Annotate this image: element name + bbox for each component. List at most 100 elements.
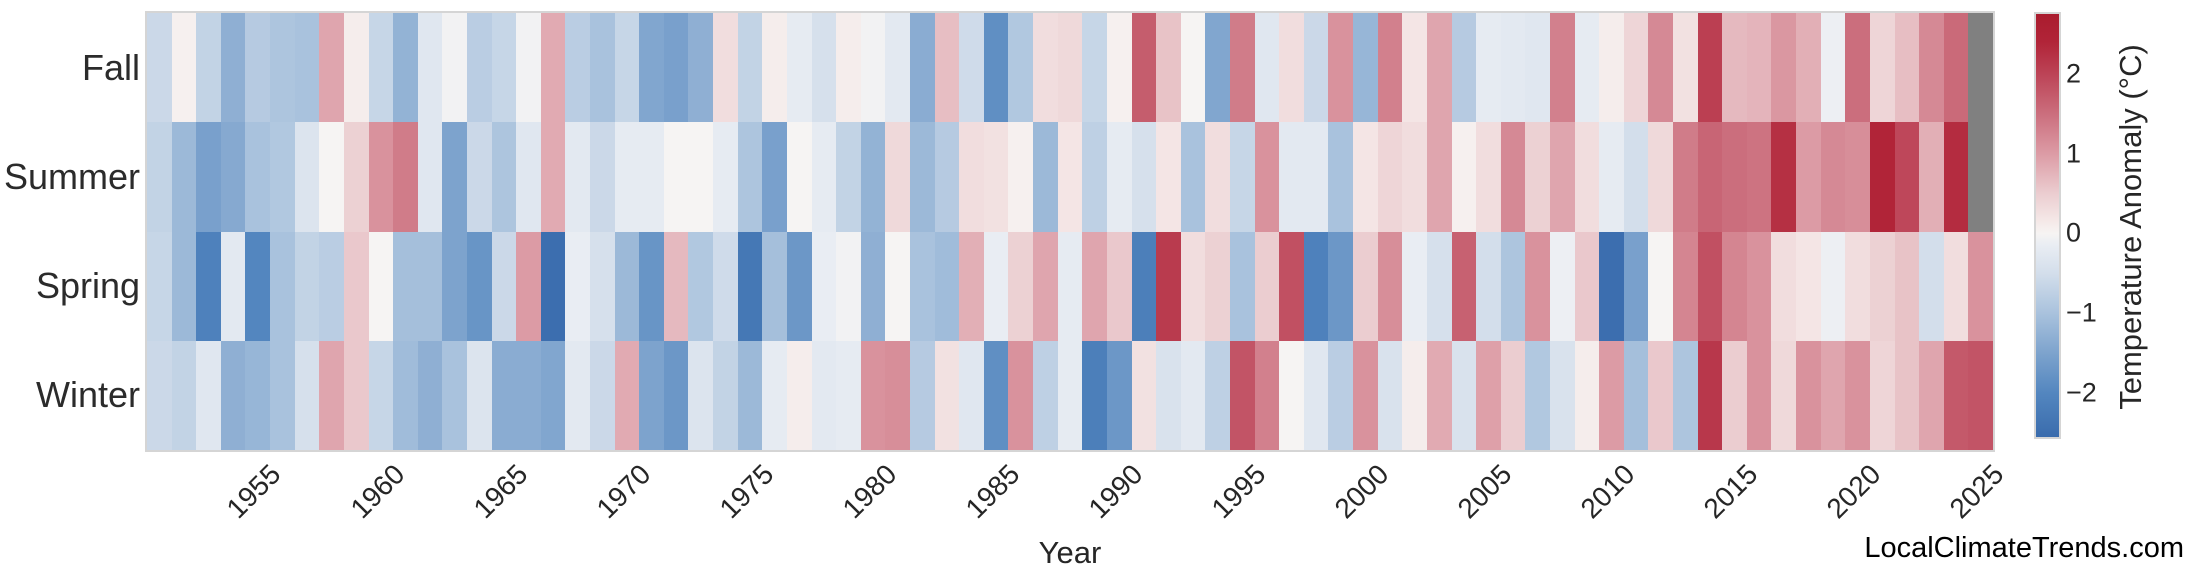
heatmap-cell (762, 231, 788, 342)
heatmap-cell (1106, 231, 1133, 342)
heatmap-cell (1377, 231, 1403, 342)
x-tick-label: 2010 (1574, 458, 1641, 525)
heatmap-cell (1599, 122, 1625, 233)
heatmap-cell (860, 122, 887, 233)
heatmap-cell (1894, 340, 1920, 451)
heatmap-cell (1796, 13, 1822, 123)
heatmap-cell (1968, 13, 1994, 123)
heatmap-cell (1746, 340, 1773, 451)
heatmap-cell (1057, 13, 1083, 123)
x-tick-label: 1965 (467, 458, 534, 525)
heatmap-cell (590, 13, 616, 123)
heatmap-cell (466, 13, 493, 123)
heatmap-cell (1229, 13, 1256, 123)
heatmap-cell (885, 13, 911, 123)
heatmap-cell (1549, 13, 1576, 123)
x-tick-label: 2000 (1328, 458, 1395, 525)
heatmap-cell (1722, 13, 1748, 123)
heatmap-cell (1919, 13, 1945, 123)
heatmap-cell (713, 122, 739, 233)
heatmap-cell (1082, 13, 1108, 123)
heatmap-cell (1869, 122, 1896, 233)
heatmap-cell (1845, 340, 1871, 451)
heatmap-cell (343, 122, 370, 233)
heatmap-cell (171, 231, 197, 342)
heatmap-cell (786, 231, 813, 342)
heatmap-cell (491, 122, 517, 233)
heatmap-cell (1796, 340, 1822, 451)
heatmap-cell (1402, 122, 1428, 233)
heatmap-cell (319, 13, 345, 123)
heatmap-cell (1377, 122, 1403, 233)
x-tick-label: 2025 (1943, 458, 2010, 525)
heatmap-cell (270, 122, 296, 233)
x-tick-label: 1990 (1082, 458, 1149, 525)
heatmap-cell (294, 231, 320, 342)
heatmap-cell (1476, 231, 1502, 342)
heatmap-cell (466, 231, 493, 342)
heatmap-cell (1820, 122, 1846, 233)
heatmap-cell (983, 13, 1010, 123)
heatmap-cell (270, 340, 296, 451)
heatmap-cell (1082, 122, 1108, 233)
heatmap-cell (1008, 340, 1034, 451)
heatmap-cell (368, 340, 394, 451)
heatmap-cell (590, 340, 616, 451)
heatmap-cell (737, 122, 764, 233)
heatmap-cell (1353, 231, 1379, 342)
heatmap-cell (1673, 340, 1699, 451)
heatmap-cell (1426, 231, 1453, 342)
heatmap-cell (1549, 231, 1576, 342)
heatmap-cell (540, 122, 567, 233)
heatmap-cell (762, 340, 788, 451)
heatmap-cell (762, 13, 788, 123)
heatmap-cell (1746, 231, 1773, 342)
heatmap-cell (1919, 122, 1945, 233)
heatmap-cell (959, 340, 985, 451)
heatmap-cell (319, 231, 345, 342)
heatmap-cell (1722, 340, 1748, 451)
heatmap-cell (1279, 122, 1305, 233)
heatmap-cell (1033, 122, 1059, 233)
heatmap-cell (319, 340, 345, 451)
heatmap-cell (540, 231, 567, 342)
heatmap-cell (811, 13, 837, 123)
heatmap-cell (491, 231, 517, 342)
heatmap-cell (368, 231, 394, 342)
heatmap-cell (343, 340, 370, 451)
heatmap-cell (688, 231, 714, 342)
heatmap-cell (1500, 13, 1527, 123)
heatmap-cell (147, 122, 173, 233)
heatmap-cell (762, 122, 788, 233)
heatmap-cell (934, 122, 960, 233)
heatmap-cell (983, 340, 1010, 451)
row-label-winter: Winter (35, 374, 140, 416)
heatmap-cell (147, 13, 173, 123)
heatmap-cell (1229, 340, 1256, 451)
heatmap-cell (1057, 122, 1083, 233)
heatmap-cell (1623, 122, 1650, 233)
heatmap-cell (1279, 340, 1305, 451)
heatmap-cell (1082, 231, 1108, 342)
heatmap-cell (393, 340, 419, 451)
heatmap-cell (639, 122, 665, 233)
heatmap-cell (1476, 13, 1502, 123)
heatmap-cell (1131, 231, 1157, 342)
heatmap-cell (811, 231, 837, 342)
heatmap-cell (811, 340, 837, 451)
heatmap-cell (836, 231, 862, 342)
heatmap-cell (1353, 13, 1379, 123)
heatmap-cell (516, 122, 542, 233)
heatmap-cell (1869, 231, 1896, 342)
heatmap-cell (934, 340, 960, 451)
heatmap-cell (1771, 122, 1797, 233)
heatmap-cell (1254, 122, 1280, 233)
heatmap-cell (836, 122, 862, 233)
colorbar-tick-label: 0 (2066, 217, 2082, 248)
colorbar-tick-label: −2 (2066, 377, 2097, 408)
heatmap-cell (1328, 340, 1354, 451)
heatmap-cell (1254, 231, 1280, 342)
heatmap-cell (1451, 13, 1477, 123)
heatmap-cell (1722, 122, 1748, 233)
heatmap-cell (1426, 340, 1453, 451)
